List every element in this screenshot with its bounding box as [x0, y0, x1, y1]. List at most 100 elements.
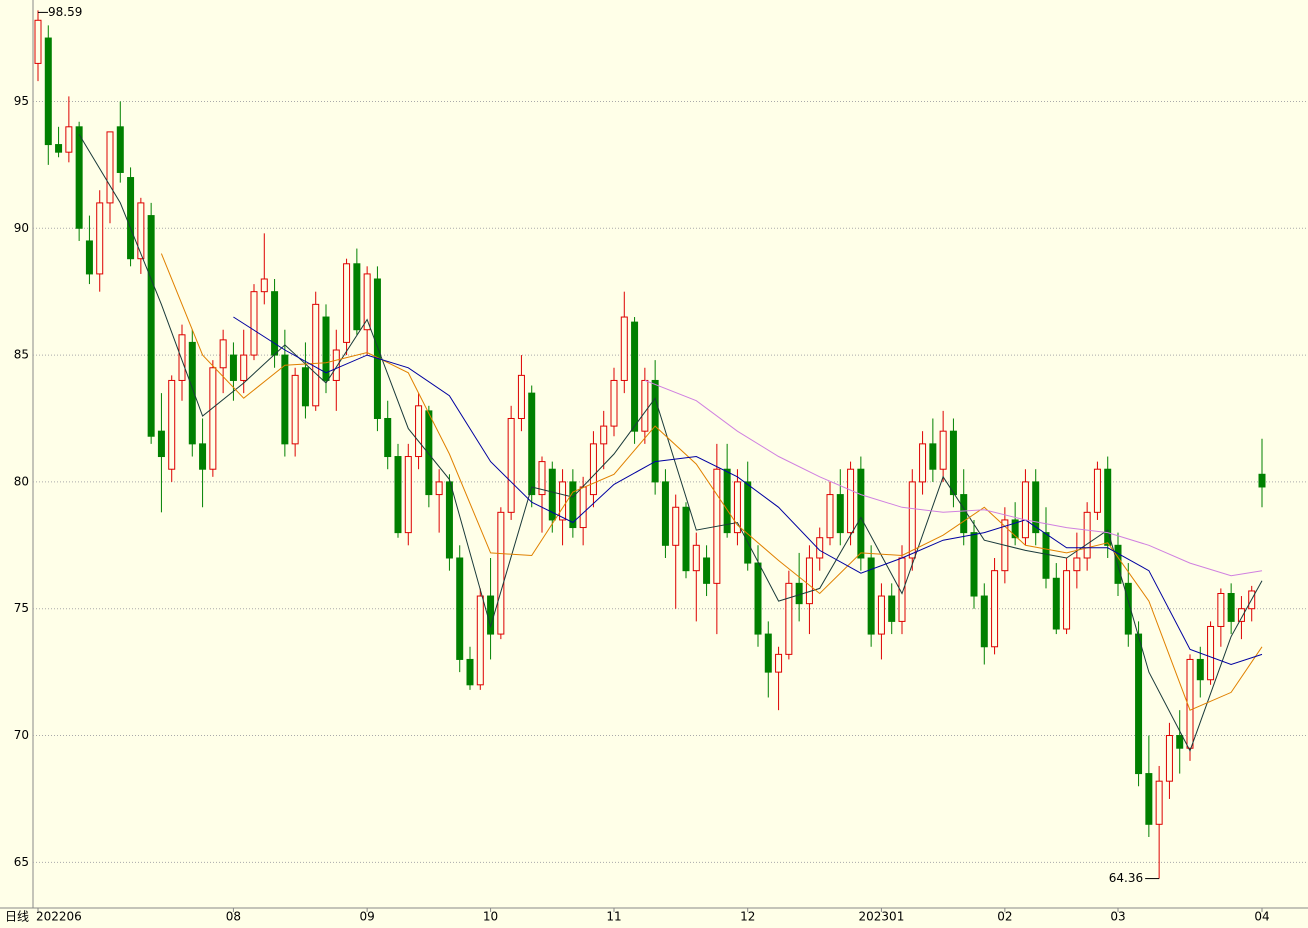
candle-body	[703, 557, 711, 584]
candle-body	[641, 379, 649, 432]
candle-body	[415, 405, 423, 458]
candle-body	[199, 443, 207, 470]
candle-body	[65, 126, 73, 153]
candle-body	[877, 595, 885, 635]
candle-body	[373, 278, 381, 419]
candle-body	[476, 595, 484, 686]
candle-body	[764, 633, 772, 673]
candle-body	[805, 557, 813, 605]
candle-body	[785, 582, 793, 655]
candle-body	[528, 392, 536, 496]
candle-body	[1186, 658, 1194, 749]
y-tick-label: 90	[14, 221, 29, 235]
candle-body	[651, 379, 659, 483]
x-tick-label: 12	[740, 910, 755, 924]
candle-body	[579, 486, 587, 529]
candle-body	[1165, 735, 1173, 782]
candle-body	[209, 367, 217, 470]
candle-body	[384, 417, 392, 458]
candle-body	[1176, 735, 1184, 749]
candle-body	[970, 532, 978, 597]
candle-body	[631, 321, 639, 432]
candle-body	[445, 481, 453, 559]
candle-body	[589, 443, 597, 496]
candle-body	[1258, 473, 1266, 488]
candle-body	[960, 494, 968, 534]
candle-body	[343, 263, 351, 343]
candle-body	[96, 202, 104, 275]
x-tick-label: 10	[483, 910, 498, 924]
x-tick-label: 02	[997, 910, 1012, 924]
candle-body	[559, 481, 567, 521]
annotation: 98.59	[48, 5, 82, 19]
candle-body	[847, 468, 855, 534]
candle-body	[517, 374, 525, 419]
candle-body	[301, 367, 309, 407]
candle-body	[620, 316, 628, 381]
candle-body	[85, 240, 93, 275]
candle-body	[682, 506, 690, 572]
candle-body	[1145, 773, 1153, 825]
y-tick-label: 70	[14, 728, 29, 742]
annotation: 64.36	[1109, 871, 1143, 885]
candle-body	[991, 570, 999, 648]
candle-body	[569, 481, 577, 529]
candle-body	[744, 481, 752, 564]
period-label: 日线	[5, 910, 29, 924]
candle-body	[363, 273, 371, 331]
candle-body	[127, 177, 135, 260]
candle-body	[1135, 633, 1143, 775]
candle-body	[44, 37, 52, 146]
candle-body	[466, 658, 474, 686]
candle-body	[1083, 511, 1091, 559]
candle-body	[281, 354, 289, 445]
candle-body	[826, 494, 834, 539]
candle-body	[425, 410, 433, 496]
candle-body	[1032, 481, 1040, 534]
candle-body	[548, 468, 556, 521]
candle-body	[1196, 658, 1204, 681]
candle-body	[538, 461, 546, 496]
candle-body	[857, 468, 865, 559]
candle-body	[188, 341, 196, 445]
candle-body	[610, 379, 618, 427]
y-tick-label: 95	[14, 94, 29, 108]
candle-body	[168, 379, 176, 470]
candle-body	[322, 316, 330, 381]
candle-body	[908, 481, 916, 559]
x-tick-label: 09	[360, 910, 375, 924]
candle-body	[106, 131, 114, 204]
candle-body	[867, 557, 875, 635]
candle-body	[1237, 608, 1245, 622]
ma-line	[233, 316, 1263, 666]
candle-body	[949, 430, 957, 496]
candle-body	[456, 557, 464, 660]
x-tick-label: 202301	[859, 910, 905, 924]
candle-body	[291, 374, 299, 445]
candle-body	[1227, 592, 1235, 622]
candle-body	[260, 278, 268, 293]
candle-body	[600, 425, 608, 445]
candle-body	[1207, 625, 1215, 681]
candle-body	[435, 481, 443, 496]
candle-body	[1021, 481, 1029, 539]
candle-body	[271, 291, 279, 356]
candle-body	[836, 494, 844, 534]
ma-line	[78, 134, 1263, 752]
y-tick-label: 85	[14, 348, 29, 362]
x-tick-label: 03	[1110, 910, 1125, 924]
candle-body	[250, 291, 258, 356]
candle-body	[888, 595, 896, 622]
candle-body	[661, 481, 669, 546]
candle-body	[394, 456, 402, 534]
candle-body	[795, 582, 803, 605]
candle-body	[157, 430, 165, 458]
y-tick-label: 75	[14, 601, 29, 615]
candle-body	[1104, 468, 1112, 546]
candle-body	[775, 653, 783, 673]
candle-body	[353, 263, 361, 331]
x-tick-label: 08	[226, 910, 241, 924]
candle-body	[229, 354, 237, 381]
candle-body	[939, 430, 947, 470]
